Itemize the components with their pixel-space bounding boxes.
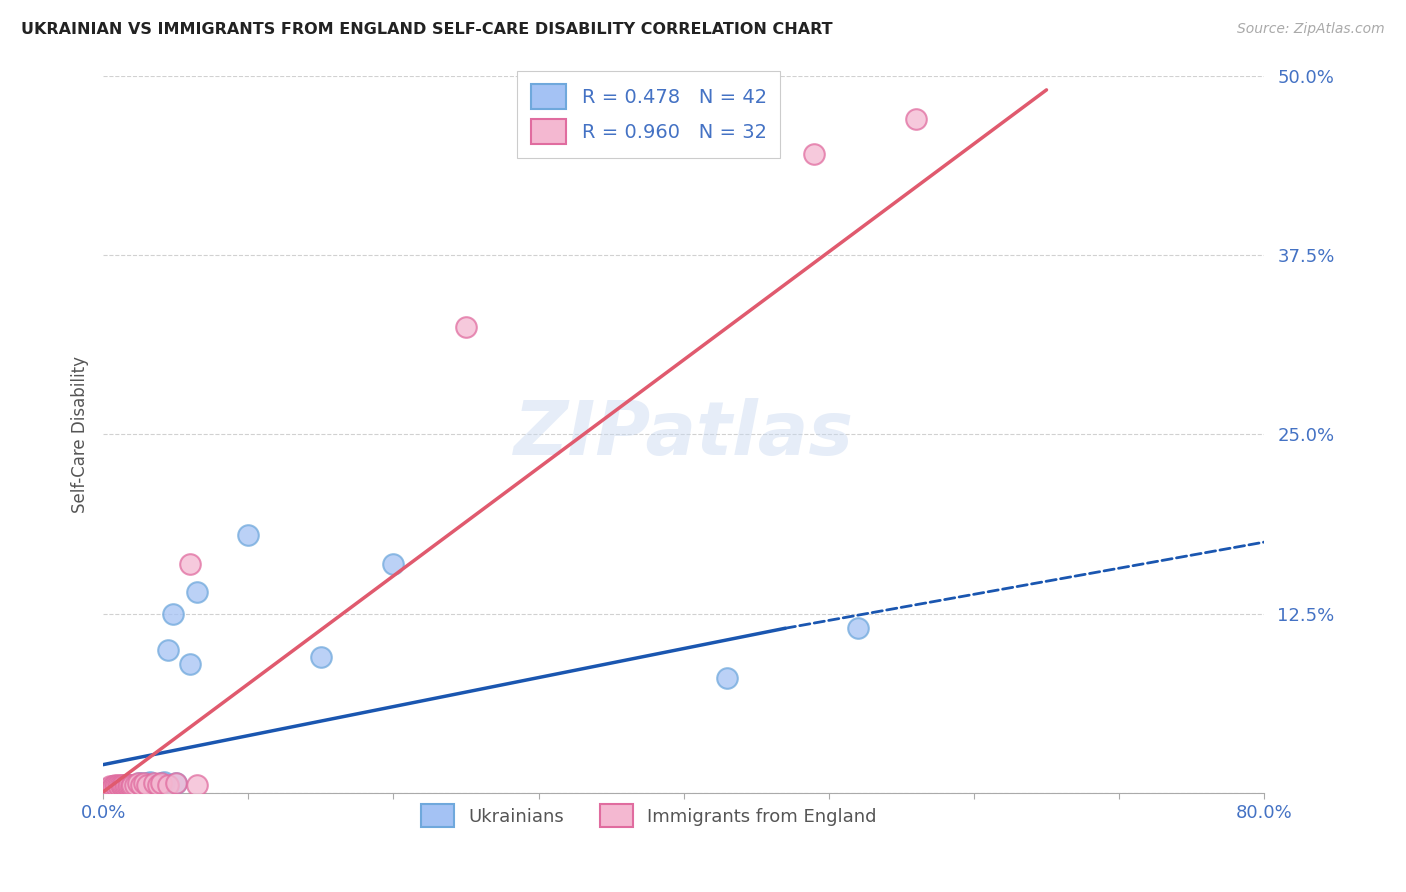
Point: [114, 779, 136, 793]
Point: [122, 779, 145, 793]
Point: [104, 778, 127, 792]
Point: [904, 112, 927, 126]
Point: [107, 778, 129, 792]
Point: [103, 779, 125, 793]
Point: [131, 776, 153, 790]
Point: [179, 557, 201, 571]
Point: [120, 779, 142, 793]
Point: [148, 778, 170, 792]
Point: [124, 778, 146, 792]
Point: [121, 778, 143, 792]
Point: [105, 779, 128, 793]
Point: [135, 778, 157, 792]
Point: [114, 778, 136, 792]
Point: [107, 780, 129, 795]
Point: [142, 778, 165, 792]
Point: [846, 621, 869, 635]
Point: [101, 780, 124, 795]
Y-axis label: Self-Care Disability: Self-Care Disability: [72, 356, 89, 513]
Point: [118, 778, 141, 792]
Point: [124, 778, 146, 792]
Point: [716, 672, 738, 686]
Point: [150, 776, 173, 790]
Point: [132, 778, 155, 792]
Point: [127, 776, 149, 790]
Text: UKRAINIAN VS IMMIGRANTS FROM ENGLAND SELF-CARE DISABILITY CORRELATION CHART: UKRAINIAN VS IMMIGRANTS FROM ENGLAND SEL…: [21, 22, 832, 37]
Point: [157, 642, 180, 657]
Point: [117, 780, 139, 795]
Point: [118, 778, 141, 792]
Point: [454, 319, 477, 334]
Point: [100, 779, 122, 793]
Point: [96, 782, 118, 797]
Point: [129, 778, 152, 792]
Point: [128, 776, 150, 790]
Point: [108, 779, 131, 793]
Point: [110, 778, 132, 792]
Point: [162, 607, 184, 621]
Point: [803, 147, 825, 161]
Point: [115, 778, 138, 792]
Point: [105, 779, 128, 793]
Point: [238, 528, 260, 542]
Point: [165, 776, 187, 790]
Point: [111, 779, 134, 793]
Point: [104, 780, 127, 795]
Point: [96, 782, 118, 797]
Point: [129, 778, 152, 792]
Point: [150, 776, 173, 790]
Legend: Ukrainians, Immigrants from England: Ukrainians, Immigrants from England: [413, 797, 884, 835]
Point: [101, 780, 124, 795]
Point: [97, 780, 120, 795]
Text: Source: ZipAtlas.com: Source: ZipAtlas.com: [1237, 22, 1385, 37]
Point: [382, 557, 405, 571]
Point: [148, 778, 170, 792]
Point: [125, 779, 148, 793]
Point: [108, 779, 131, 793]
Point: [142, 776, 165, 790]
Point: [132, 776, 155, 790]
Point: [110, 780, 132, 795]
Point: [135, 776, 157, 790]
Point: [120, 779, 142, 793]
Point: [112, 780, 135, 795]
Point: [186, 778, 208, 792]
Point: [153, 775, 176, 789]
Point: [112, 778, 135, 792]
Point: [103, 779, 125, 793]
Point: [138, 775, 160, 789]
Point: [117, 779, 139, 793]
Point: [115, 779, 138, 793]
Point: [165, 776, 187, 790]
Point: [186, 585, 208, 599]
Point: [127, 778, 149, 792]
Point: [111, 779, 134, 793]
Point: [157, 778, 180, 792]
Point: [100, 782, 122, 797]
Point: [309, 650, 332, 665]
Point: [121, 778, 143, 792]
Point: [179, 657, 201, 672]
Text: ZIPatlas: ZIPatlas: [513, 398, 853, 471]
